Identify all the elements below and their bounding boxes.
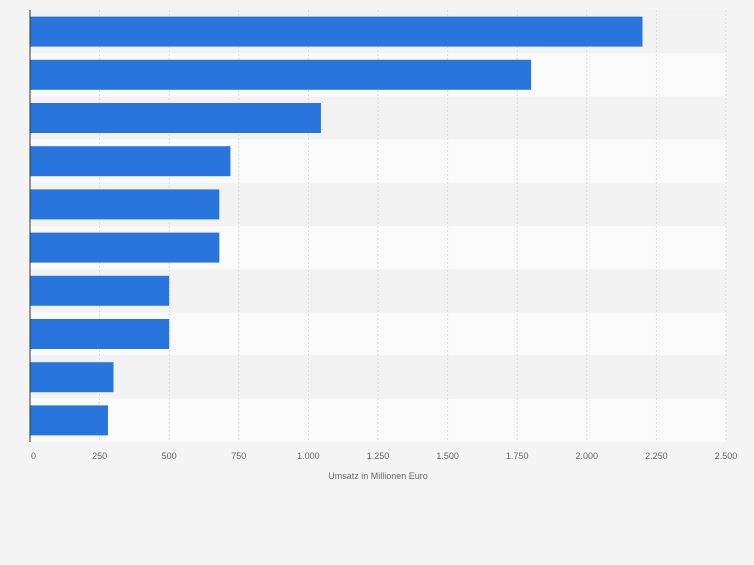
bar[interactable] (30, 405, 108, 436)
x-tick-label: 1.750 (506, 451, 529, 461)
bar[interactable] (30, 59, 532, 90)
x-tick-label: 2.500 (715, 451, 738, 461)
bar[interactable] (30, 189, 220, 220)
x-tick-label: 2.000 (576, 451, 599, 461)
x-tick-label: 750 (231, 451, 246, 461)
bar[interactable] (30, 103, 321, 133)
x-axis-label: Umsatz in Millionen Euro (328, 471, 428, 481)
bar[interactable] (30, 362, 114, 393)
bar[interactable] (30, 16, 643, 47)
x-tick-label: 250 (92, 451, 107, 461)
x-tick-label: 1.000 (297, 451, 320, 461)
x-tick-label: 1.250 (367, 451, 390, 461)
bar[interactable] (30, 275, 170, 306)
bar[interactable] (30, 319, 170, 349)
x-tick-label: 2.250 (645, 451, 668, 461)
bar[interactable] (30, 146, 231, 177)
bar[interactable] (30, 232, 220, 263)
bars (30, 16, 643, 436)
x-tick-label: 1.500 (436, 451, 459, 461)
x-tick-label: 0 (31, 451, 36, 461)
x-tick-labels: 0 250 500 750 1.000 1.250 1.500 1.750 2.000 2.250… (31, 451, 737, 461)
x-tick-label: 500 (162, 451, 177, 461)
